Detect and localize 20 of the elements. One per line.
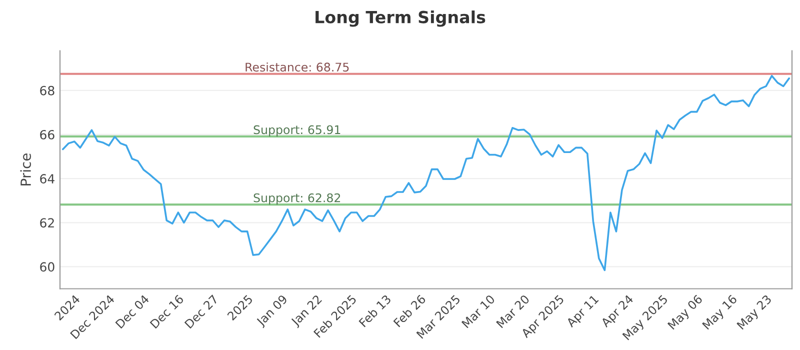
x-tick-label: Mar 20	[496, 294, 530, 328]
line-series	[62, 74, 790, 272]
chart-title: Long Term Signals	[316, 10, 486, 27]
x-tick-label: Mar 10	[461, 294, 496, 328]
x-tick-label: Feb 13	[358, 294, 392, 328]
x-tick-label: Dec 27	[184, 294, 218, 329]
y-tick-label: 60	[40, 262, 54, 272]
ref-line-label: Support: 65.91	[254, 125, 340, 136]
ref-line-label: Support: 62.82	[254, 193, 340, 205]
y-tick-label: 62	[40, 218, 54, 228]
y-tick-label: 68	[40, 86, 54, 96]
x-tick-label: Dec 04	[115, 294, 150, 329]
y-tick-label: 64	[40, 174, 54, 184]
ref-line-label: Resistance: 68.75	[246, 62, 349, 72]
x-tick-label: Dec 16	[150, 294, 184, 329]
y-tick-label: 66	[40, 130, 54, 140]
x-tick-label: Jan 09	[255, 294, 290, 328]
x-tick-label: Apr 11	[566, 294, 600, 330]
x-tick-label: Feb 26	[393, 294, 426, 328]
y-axis-title: Price	[20, 154, 31, 186]
